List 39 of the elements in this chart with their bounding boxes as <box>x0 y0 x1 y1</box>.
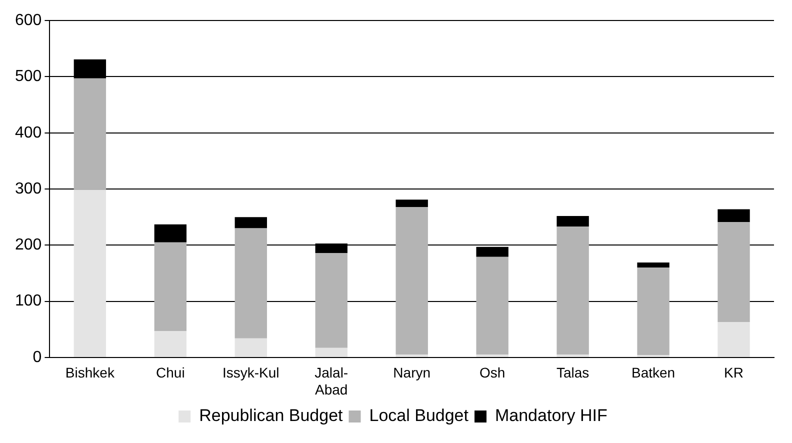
bar <box>234 228 267 338</box>
legend-label: Mandatory HIF <box>494 406 608 426</box>
bar <box>74 78 106 190</box>
y-tick-label: 600 <box>14 12 42 30</box>
y-tick-label: 300 <box>14 180 42 198</box>
bar <box>234 217 267 228</box>
y-tick-label: 500 <box>14 68 42 86</box>
bar <box>396 200 428 207</box>
bar <box>476 256 508 355</box>
bar <box>154 331 187 357</box>
y-tick-label: 0 <box>32 348 42 366</box>
bar <box>315 348 348 357</box>
legend-label: Republican Budget <box>199 406 344 426</box>
bar <box>154 224 187 242</box>
bar <box>154 242 187 332</box>
bar <box>718 209 750 222</box>
bar <box>234 338 267 357</box>
y-tick-label: 400 <box>14 124 42 142</box>
bar <box>74 190 106 357</box>
bar <box>637 262 670 268</box>
bar <box>396 206 428 355</box>
legend-label: Local Budget <box>369 406 469 426</box>
y-tick-label: 100 <box>14 292 42 310</box>
bar <box>718 322 750 357</box>
x-tick-label: Issyk-Kul <box>222 364 280 381</box>
bar <box>315 252 348 348</box>
bar <box>718 222 750 322</box>
bar <box>556 226 589 355</box>
bar <box>637 268 670 356</box>
x-tick-label: Bishkek <box>65 364 116 381</box>
x-tick-label: Chui <box>156 364 185 381</box>
x-tick-label: KR <box>724 364 744 381</box>
bar <box>556 216 589 227</box>
x-tick-label: Batken <box>631 364 676 381</box>
x-tick-label: Naryn <box>393 364 431 381</box>
y-tick-label: 200 <box>14 236 42 254</box>
x-tick-label: Jalal-Abad <box>314 364 348 398</box>
x-tick-label: Osh <box>479 364 506 381</box>
x-tick-label: Talas <box>556 364 590 381</box>
